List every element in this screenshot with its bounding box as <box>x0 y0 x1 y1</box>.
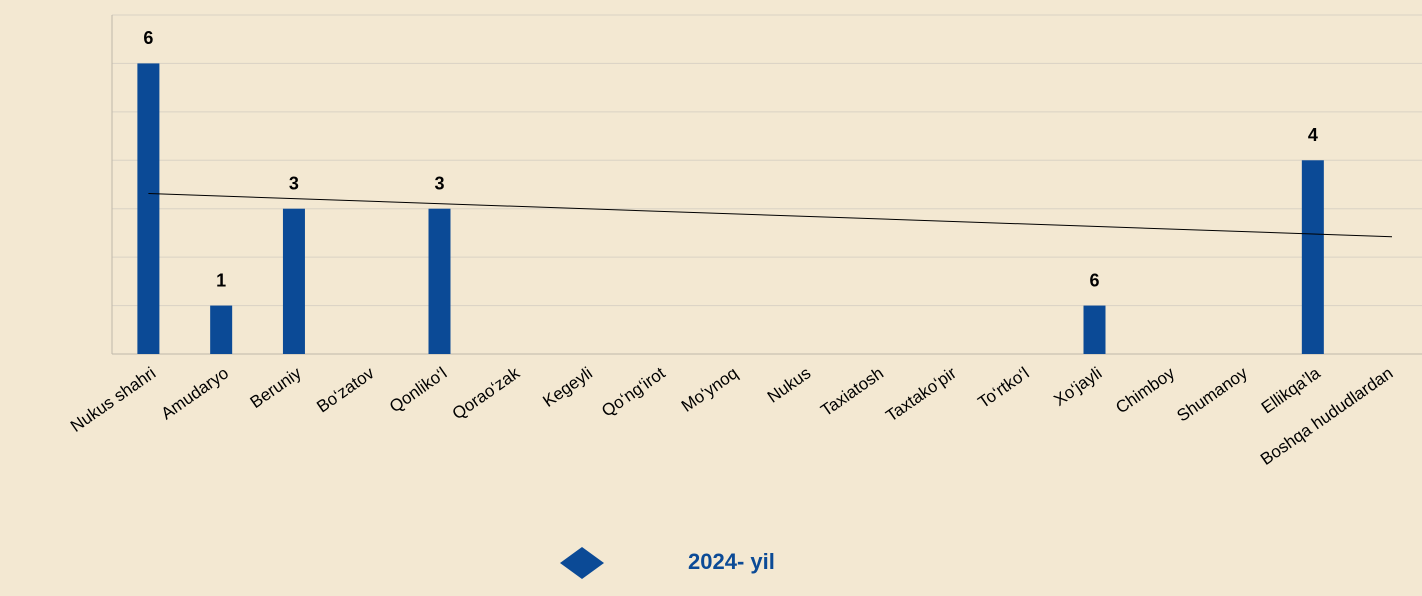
bar <box>210 305 233 354</box>
legend-marker <box>560 547 604 579</box>
bar <box>1083 305 1106 354</box>
data-label: 1 <box>216 270 226 290</box>
x-tick-label: Beruniy <box>247 363 306 412</box>
x-tick-label: Nukus <box>764 363 814 406</box>
data-label: 3 <box>434 173 444 193</box>
x-tick-label: Shumanoy <box>1173 363 1251 425</box>
x-tick-label: Amudaryo <box>158 363 232 423</box>
bar <box>1301 160 1324 354</box>
x-tick-label: Taxtako‘pir <box>882 363 960 425</box>
x-tick-label: To‘rtko‘l <box>974 363 1032 412</box>
data-label: 6 <box>1089 270 1099 290</box>
x-tick-label: Chimboy <box>1112 363 1178 417</box>
x-tick-label: Xo‘jayli <box>1050 363 1105 409</box>
x-tick-label: Kegeyli <box>539 363 596 411</box>
data-label: 6 <box>143 28 153 48</box>
bar <box>428 208 451 354</box>
x-tick-label: Mo‘ynoq <box>678 363 742 415</box>
data-label: 3 <box>289 173 299 193</box>
data-label: 4 <box>1308 125 1318 145</box>
x-tick-label: Nukus shahri <box>67 363 159 435</box>
bar <box>137 63 160 355</box>
legend-label: 2024- yil <box>688 549 775 574</box>
x-tick-label: Taxiatosh <box>817 363 887 420</box>
x-tick-label: Qo‘ng‘irot <box>598 363 669 420</box>
x-tick-label: Ellikqa’la <box>1258 363 1324 417</box>
x-tick-label: Bo‘zatov <box>313 363 378 416</box>
x-tick-label: Qonliko‘l <box>386 363 450 416</box>
x-tick-label: Qorao‘zak <box>449 363 524 423</box>
trendline <box>148 193 1393 238</box>
x-tick-label: Boshqa hududlardan <box>1257 363 1396 469</box>
bar <box>282 208 305 354</box>
